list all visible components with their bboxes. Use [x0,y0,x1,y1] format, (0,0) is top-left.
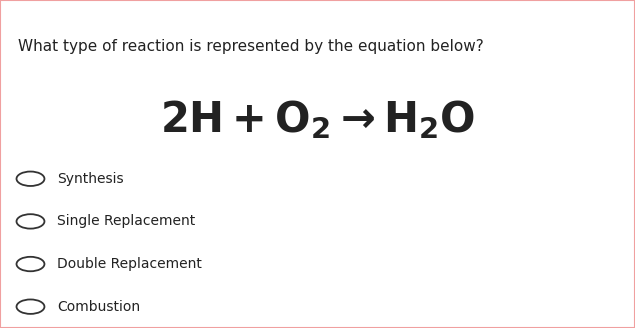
Text: $\mathregular{2H + O_2 \rightarrow H_2O}$: $\mathregular{2H + O_2 \rightarrow H_2O}… [160,98,475,141]
Text: Single Replacement: Single Replacement [57,215,196,228]
Text: Combustion: Combustion [57,300,140,314]
Text: Double Replacement: Double Replacement [57,257,202,271]
Text: Synthesis: Synthesis [57,172,124,186]
Text: What type of reaction is represented by the equation below?: What type of reaction is represented by … [18,39,483,54]
